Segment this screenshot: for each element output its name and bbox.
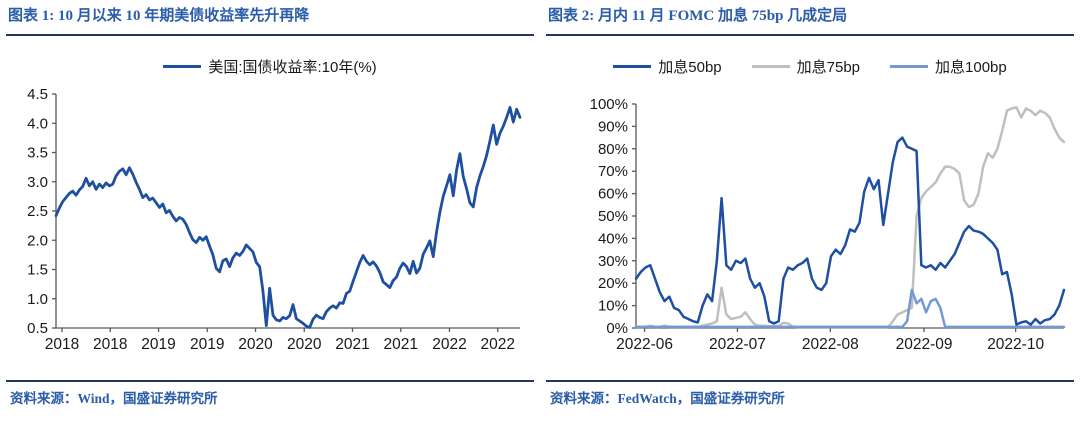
panel-left: 图表 1: 10 月以来 10 年期美债收益率先升再降 美国:国债收益率:10年…: [6, 8, 534, 406]
legend-item: 美国:国债收益率:10年(%): [163, 56, 377, 77]
x-axis-tick-label: 2018: [45, 336, 79, 353]
x-axis-tick-label: 2021: [335, 336, 369, 353]
figure-1-title: 图表 1: 10 月以来 10 年期美债收益率先升再降: [8, 8, 310, 24]
figure-1-chart-area: 美国:国债收益率:10年(%) 4.5 4.0 3.5 3.0 2.5 2.0 1.5 1.0…: [6, 54, 534, 358]
x-axis-tick-label: 2022-07: [709, 336, 766, 353]
legend-label: 美国:国债收益率:10年(%): [208, 58, 377, 76]
legend-line-swatch: [613, 64, 652, 68]
legend-line-swatch: [163, 64, 202, 68]
x-axis-tick-label: 2022-08: [802, 336, 859, 353]
series-line-美国:国债收益率:10年(%): [54, 106, 522, 329]
y-axis-tick-label: 0.5: [27, 320, 48, 337]
legend-item: 加息75bp: [751, 56, 861, 77]
legend-item: 加息100bp: [890, 56, 1007, 77]
y-axis-tick-label: 4.0: [27, 115, 48, 132]
figure-2-source: 资料来源：FedWatch，国盛证券研究所: [550, 391, 785, 406]
panel-right: 图表 2: 月内 11 月 FOMC 加息 75bp 几成定局 加息50bp 加息…: [540, 0, 1080, 421]
y-axis-tick-label: 4.5: [27, 86, 48, 103]
y-axis-tick-label: 80%: [598, 141, 628, 158]
legend-item: 加息50bp: [613, 56, 722, 77]
series-line-加息75bp: [634, 106, 1066, 329]
legend-line-swatch: [751, 64, 790, 68]
y-axis-tick-label: 3.0: [27, 174, 48, 191]
figure-2-legend: 加息50bp 加息75bp 加息100bp: [546, 54, 1074, 78]
x-axis-tick-label: 2019: [190, 336, 224, 353]
series-line-加息50bp: [634, 136, 1066, 326]
y-axis-tick-label: 60%: [598, 186, 628, 203]
axis-lines: [55, 94, 520, 329]
y-axis-tick-label: 70%: [598, 163, 628, 180]
legend-line-swatch: [890, 64, 929, 68]
figure-1-legend: 美国:国债收益率:10年(%): [6, 54, 534, 78]
y-axis-tick-label: 50%: [598, 208, 628, 225]
y-axis-tick-label: 10%: [598, 298, 628, 315]
figure-1-source: 资料来源：Wind，国盛证券研究所: [10, 391, 218, 406]
figure-2-title-rule: [546, 34, 1074, 36]
x-axis-tick-label: 2022-09: [896, 336, 953, 353]
series-line-加息100bp: [634, 288, 1066, 329]
figure-2-title: 图表 2: 月内 11 月 FOMC 加息 75bp 几成定局: [548, 8, 848, 24]
x-axis-tick-label: 2020: [238, 336, 273, 353]
y-axis-tick-label: 90%: [598, 118, 628, 135]
y-axis-tick-label: 1.5: [27, 262, 48, 279]
x-axis-tick-label: 2022: [432, 336, 466, 353]
y-axis-tick-label: 100%: [590, 96, 628, 113]
figure-1-title-rule: [6, 34, 534, 36]
y-axis-tick-label: 40%: [598, 230, 628, 247]
x-axis-tick-label: 2022: [480, 336, 514, 353]
y-axis-tick-label: 2.0: [27, 232, 48, 249]
x-axis-tick-label: 2020: [287, 336, 322, 353]
y-axis-tick-label: 30%: [598, 253, 628, 270]
y-axis-tick-label: 3.5: [27, 145, 48, 162]
legend-label: 加息100bp: [935, 58, 1007, 76]
fomc-hike-probability-line-chart: 100% 90% 80% 70% 60% 50% 40% 30% 20% 10% 0%2022-06…: [590, 96, 1066, 353]
x-axis-tick-label: 2018: [93, 336, 127, 353]
figure-2-footer-rule: [546, 380, 1074, 382]
y-axis-tick-label: 1.0: [27, 291, 48, 308]
figure-2-chart-area: 加息50bp 加息75bp 加息100bp 100% 90% 80% 70% 60% 50% 4…: [546, 54, 1074, 358]
x-axis-tick-label: 2022-06: [616, 336, 673, 353]
y-axis-tick-label: 0%: [606, 320, 628, 337]
figure-1-footer-rule: [6, 380, 534, 382]
legend-label: 加息75bp: [796, 58, 861, 76]
y-axis-tick-label: 20%: [598, 275, 628, 292]
x-axis-tick-label: 2021: [384, 336, 418, 353]
x-axis-tick-label: 2019: [141, 336, 175, 353]
legend-label: 加息50bp: [658, 58, 722, 76]
y-axis-tick-label: 2.5: [27, 203, 48, 220]
x-axis-tick-label: 2022-10: [987, 336, 1044, 353]
